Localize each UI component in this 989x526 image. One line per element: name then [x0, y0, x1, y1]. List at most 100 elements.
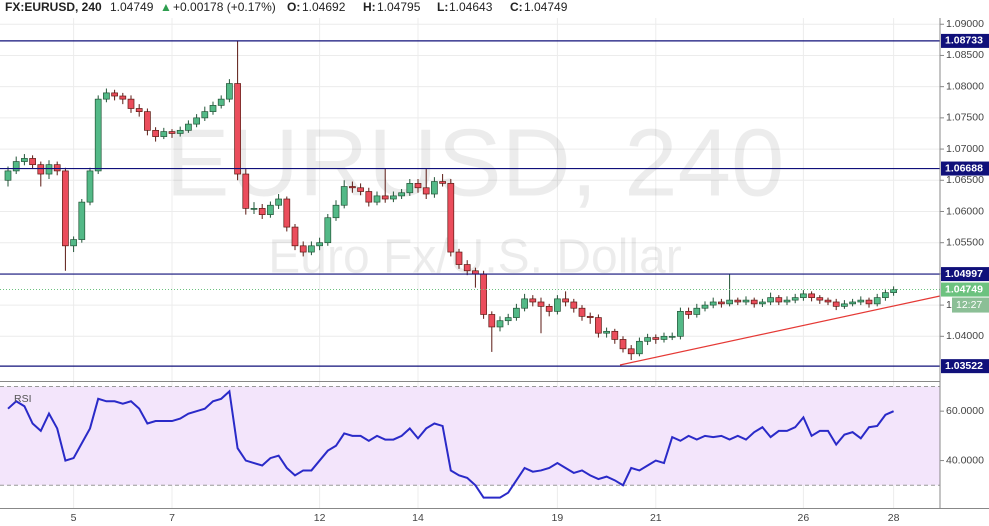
- candle-body: [258, 208, 266, 215]
- close-label: C:: [510, 0, 523, 14]
- rsi-bands: [0, 385, 940, 486]
- candle-body: [111, 92, 118, 97]
- candle-body: [603, 330, 610, 334]
- candle-body: [45, 164, 53, 175]
- last-price: 1.04749: [110, 0, 154, 14]
- candle-body: [767, 297, 774, 303]
- rsi-title: RSI: [14, 393, 32, 405]
- candle-body: [660, 335, 668, 340]
- y-tick-label: 1.07000: [946, 143, 984, 155]
- y-tick-label: 1.07500: [946, 112, 984, 124]
- candle-body: [340, 186, 348, 206]
- candle-body: [373, 195, 381, 203]
- candle-body: [365, 191, 373, 203]
- candle-body: [439, 181, 446, 184]
- candle-body: [226, 83, 233, 100]
- candle-body: [242, 173, 250, 209]
- candle-body: [562, 298, 569, 303]
- candle-body: [652, 337, 660, 340]
- candle-body: [627, 348, 635, 355]
- candle-body: [504, 317, 512, 322]
- candle-body: [21, 158, 28, 162]
- candle-body: [381, 195, 389, 200]
- candle-body: [554, 298, 561, 312]
- candle-body: [414, 183, 422, 189]
- close-value: 1.04749: [524, 0, 568, 14]
- x-tick-label: 28: [888, 512, 900, 524]
- candle-body: [29, 158, 36, 166]
- candle-body: [685, 310, 692, 315]
- candle-body: [209, 105, 217, 112]
- low-value: 1.04643: [449, 0, 493, 14]
- y-tick-label: 1.05500: [946, 236, 984, 248]
- candle-body: [734, 299, 742, 303]
- candle-body: [349, 186, 356, 189]
- candle-body: [537, 301, 545, 307]
- candle-body: [193, 117, 200, 125]
- rsi-band: [0, 386, 940, 486]
- candle-body: [119, 95, 127, 100]
- candle-body: [447, 183, 455, 253]
- candle-body: [709, 301, 717, 306]
- level-label-box: [941, 359, 989, 374]
- level-label: 1.04997: [945, 268, 983, 280]
- candle-body: [701, 304, 709, 309]
- change: +0.00178 (+0.17%): [173, 0, 276, 14]
- candle-body: [152, 129, 159, 137]
- axis-labels: 1.09000 1.08500 1.08000 1.07500 1.07000 1.065…: [71, 18, 989, 524]
- trend-line: [619, 295, 941, 366]
- candle-body: [865, 299, 873, 305]
- candle-body: [750, 299, 758, 305]
- watermark-symbol: EURUSD, 240: [166, 109, 785, 216]
- candle-body: [103, 92, 110, 100]
- candle-body: [759, 301, 766, 305]
- candle-body: [726, 299, 733, 305]
- x-tick-label: 21: [650, 512, 662, 524]
- candle-body: [283, 198, 291, 228]
- candle-body: [422, 187, 430, 195]
- level-label-box: [941, 267, 989, 282]
- up-arrow: ▲: [160, 0, 172, 14]
- x-tick-label: 14: [412, 512, 424, 524]
- frame: [0, 18, 989, 509]
- candle-body: [800, 293, 807, 298]
- y-tick-label: 1.08000: [946, 80, 984, 92]
- marks: [0, 40, 940, 499]
- candle-body: [611, 330, 619, 340]
- candle-body: [570, 301, 578, 309]
- open-label: O:: [287, 0, 300, 14]
- candle-body: [4, 170, 12, 181]
- y-tick-label: 60.0000: [946, 405, 984, 417]
- candle-body: [488, 314, 496, 328]
- candle-body: [86, 170, 94, 203]
- candle-body: [693, 307, 701, 315]
- level-label: 1.03522: [945, 360, 983, 372]
- candle-body: [275, 198, 282, 206]
- candle-body: [78, 201, 86, 240]
- candle-body: [308, 245, 315, 253]
- countdown-box: [952, 297, 989, 313]
- candle-body: [455, 251, 463, 265]
- candle-body: [882, 292, 889, 298]
- candle-body: [668, 335, 676, 338]
- candle-body: [718, 301, 725, 305]
- candle-body: [808, 293, 815, 298]
- candle-body: [299, 245, 307, 253]
- y-tick-label: 1.08500: [946, 49, 984, 61]
- y-tick-label: 1.04000: [946, 330, 984, 342]
- candle-body: [545, 306, 553, 312]
- candle-body: [37, 164, 45, 175]
- candle-body: [431, 181, 438, 195]
- candle-body: [890, 289, 897, 293]
- candle-body: [775, 297, 783, 303]
- candle-body: [127, 98, 135, 109]
- low-label: L:: [437, 0, 448, 14]
- candle-body: [12, 161, 20, 172]
- countdown-label: 12:27: [956, 299, 982, 311]
- candle-body: [185, 123, 192, 131]
- x-tick-label: 7: [169, 512, 175, 524]
- candle-body: [841, 303, 848, 307]
- candle-body: [644, 337, 651, 342]
- candle-body: [742, 299, 750, 303]
